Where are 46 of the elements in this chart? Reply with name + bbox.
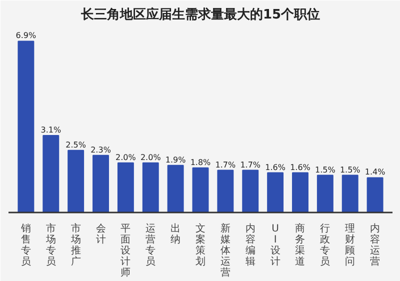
data-label: 2.5% bbox=[66, 140, 86, 150]
chart-title: 长三角地区应届生需求量最大的15个职位 bbox=[80, 6, 320, 22]
bar bbox=[267, 172, 284, 212]
x-tick-label: 内容运营 bbox=[370, 222, 380, 268]
bar bbox=[42, 135, 60, 212]
bar bbox=[366, 177, 384, 212]
bar bbox=[242, 170, 259, 212]
data-label: 1.6% bbox=[265, 162, 286, 172]
bar bbox=[342, 174, 358, 212]
x-tick-label: 出纳 bbox=[170, 222, 181, 246]
data-label: 1.4% bbox=[364, 168, 386, 177]
bar bbox=[92, 154, 109, 212]
data-label: 1.9% bbox=[165, 155, 186, 164]
bar bbox=[217, 170, 234, 212]
bar bbox=[117, 162, 134, 212]
bar bbox=[18, 40, 34, 212]
bar bbox=[68, 150, 84, 212]
bar bbox=[316, 174, 334, 212]
data-label: 2.0% bbox=[116, 152, 136, 162]
x-tick-label: 内容编辑 bbox=[245, 222, 256, 268]
data-label: 1.5% bbox=[315, 165, 336, 174]
data-label: 1.7% bbox=[215, 160, 236, 170]
x-tick-label: UI设计 bbox=[270, 224, 280, 268]
x-tick-label: 平面设计师 bbox=[120, 224, 131, 278]
x-tick-label: 销售专员 bbox=[20, 224, 31, 268]
data-label: 2.3% bbox=[90, 145, 112, 154]
x-tick-label: 市场专员 bbox=[44, 222, 56, 268]
x-tick-label: 行政专员 bbox=[320, 224, 330, 268]
data-label: 6.9% bbox=[16, 31, 37, 40]
bar bbox=[142, 162, 159, 212]
x-tick-label: 理财顾问 bbox=[345, 224, 356, 268]
bar bbox=[192, 167, 209, 212]
x-tick-label: 市场推广 bbox=[70, 222, 81, 268]
data-label: 2.0% bbox=[140, 152, 162, 162]
data-label: 1.7% bbox=[240, 160, 261, 170]
data-label: 3.1% bbox=[40, 126, 62, 135]
x-tick-label: 会计 bbox=[96, 222, 106, 246]
bar bbox=[167, 164, 184, 212]
data-label: 1.8% bbox=[190, 158, 212, 167]
x-tick-label: 新媒体运营 bbox=[220, 222, 230, 278]
x-tick-label: 运营专员 bbox=[146, 222, 156, 268]
bar bbox=[292, 172, 308, 212]
x-tick-label: 文案策划 bbox=[196, 222, 206, 268]
data-label: 1.6% bbox=[290, 162, 311, 172]
data-label: 1.5% bbox=[340, 165, 361, 174]
x-tick-label: 商务渠道 bbox=[295, 222, 306, 268]
